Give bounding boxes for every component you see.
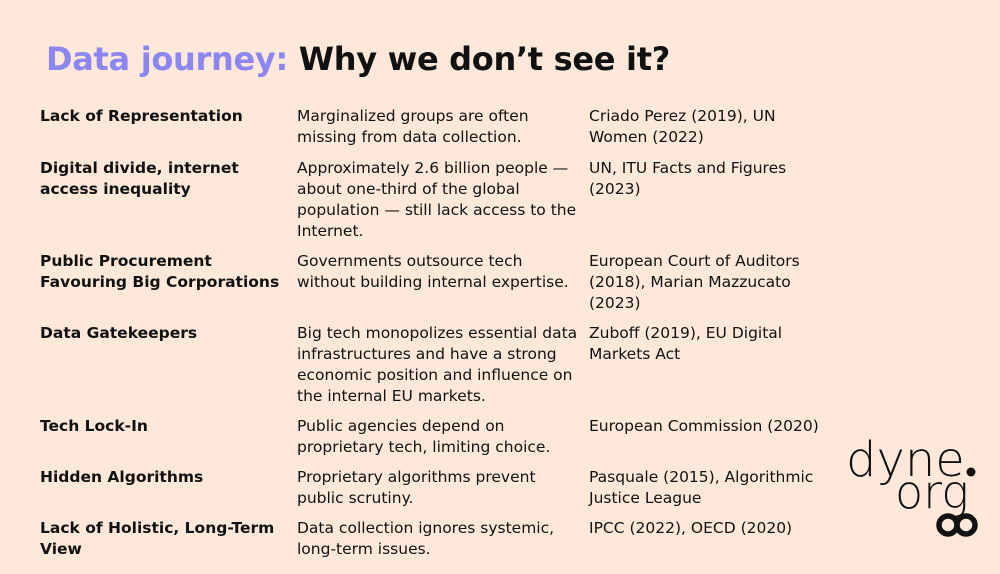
table-row: Tech Lock-In Public agencies depend on p…: [40, 416, 840, 467]
table-row: Lack of Representation Marginalized grou…: [40, 106, 840, 158]
issue-source: European Commission (2020): [589, 417, 819, 435]
table-row: Public Procurement Favouring Big Corpora…: [40, 251, 840, 323]
issue-label: Tech Lock-In: [40, 417, 148, 435]
table-row: Lack of Holistic, Long-Term View Data co…: [40, 518, 840, 570]
issue-source: Zuboff (2019), EU Digital Markets Act: [589, 324, 783, 363]
issue-source: European Court of Auditors (2018), Maria…: [589, 252, 800, 312]
page-title: Data journey: Why we don’t see it?: [46, 40, 670, 78]
issue-source: UN, ITU Facts and Figures (2023): [589, 159, 787, 198]
issue-description: Public agencies depend on proprietary te…: [297, 417, 551, 456]
issue-source: IPCC (2022), OECD (2020): [589, 519, 793, 537]
issue-description: Approximately 2.6 billion people — about…: [297, 159, 577, 240]
logo-infinity-mark: [936, 513, 978, 537]
table-row: Data Gatekeepers Big tech monopolizes es…: [40, 323, 840, 416]
issue-description: Big tech monopolizes essential data infr…: [297, 324, 578, 405]
table-row: Digital divide, internet access inequali…: [40, 158, 840, 251]
issue-label: Digital divide, internet access inequali…: [40, 159, 239, 198]
logo-line-org: org: [895, 465, 969, 519]
issue-source: Criado Perez (2019), UN Women (2022): [589, 107, 776, 146]
issues-table: Lack of Representation Marginalized grou…: [40, 106, 840, 570]
issue-description: Proprietary algorithms prevent public sc…: [297, 468, 536, 507]
title-accent: Data journey:: [46, 40, 288, 78]
logo-line-dyne: dyne: [846, 432, 965, 488]
dyne-logo: dyne org: [846, 432, 978, 537]
issue-description: Governments outsource tech without build…: [297, 252, 569, 291]
issue-source: Pasquale (2015), Algorithmic Justice Lea…: [589, 468, 814, 507]
issue-label: Lack of Representation: [40, 107, 243, 125]
issue-label: Public Procurement Favouring Big Corpora…: [40, 252, 280, 291]
issue-label: Hidden Algorithms: [40, 468, 204, 486]
issue-label: Data Gatekeepers: [40, 324, 198, 342]
issue-label: Lack of Holistic, Long-Term View: [40, 519, 275, 558]
logo-dot: [966, 467, 976, 477]
issue-description: Data collection ignores systemic, long-t…: [297, 519, 555, 558]
table-row: Hidden Algorithms Proprietary algorithms…: [40, 467, 840, 518]
issue-description: Marginalized groups are often missing fr…: [297, 107, 529, 146]
title-main: Why we don’t see it?: [298, 40, 670, 78]
